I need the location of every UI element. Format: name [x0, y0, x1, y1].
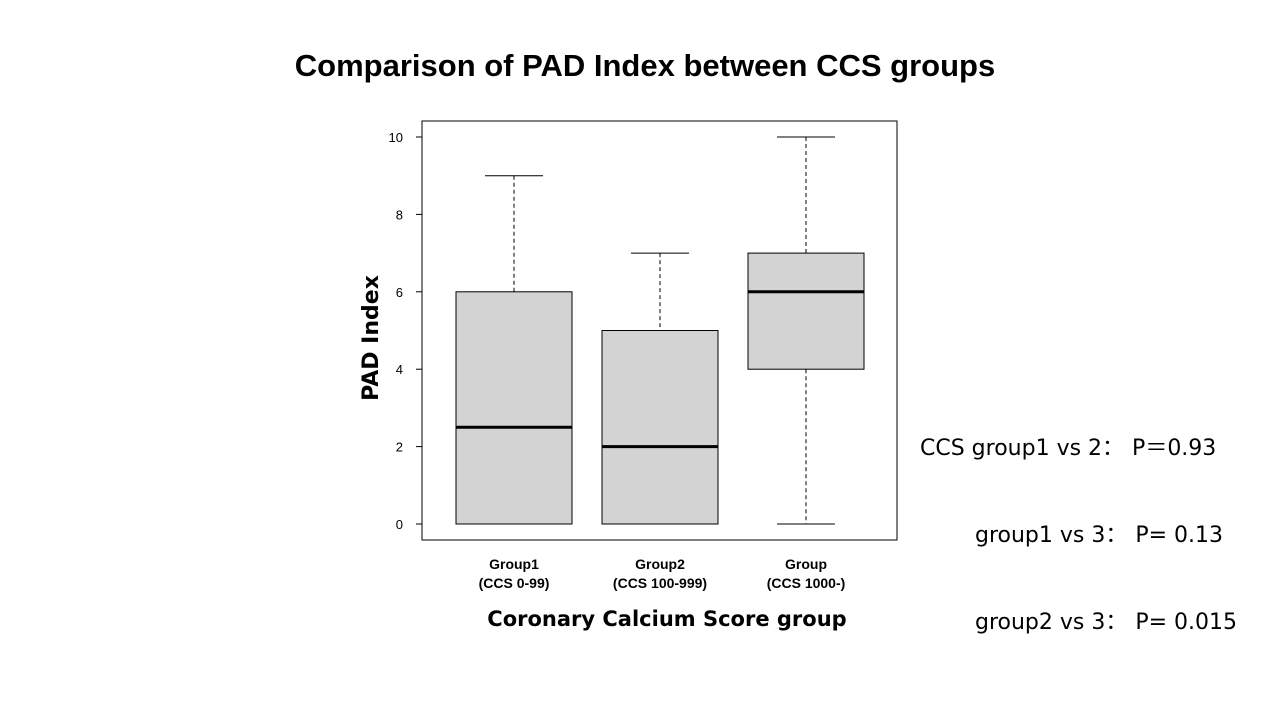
x-tick-sublabel: (CCS 1000-)	[767, 575, 846, 591]
x-tick-sublabel: (CCS 100-999)	[613, 575, 707, 591]
x-tick-label: Group1	[489, 556, 539, 572]
y-tick-label: 4	[396, 362, 403, 377]
stat-p-value: P= 0.13	[1135, 523, 1224, 548]
y-axis: 0 2 4 6 8 10	[389, 130, 422, 532]
iqr-box	[747, 252, 865, 370]
y-tick-label: 0	[396, 517, 403, 532]
x-axis: Group1 (CCS 0-99) Group2 (CCS 100-999) Group…	[479, 556, 846, 591]
x-tick-label: Group2	[635, 556, 685, 572]
box-3	[747, 136, 865, 525]
x-axis-label: Coronary Calcium Score group	[487, 607, 846, 631]
chart-title: Comparison of PAD Index between CCS grou…	[294, 48, 996, 83]
x-tick-sublabel: (CCS 0-99)	[479, 575, 550, 591]
stat-line: group2 vs 3： P= 0.015	[920, 608, 1237, 637]
stat-line: CCS group1 vs 2： P＝0.93	[920, 434, 1237, 463]
stat-line: group1 vs 3： P= 0.13	[920, 521, 1237, 550]
iqr-box	[455, 291, 573, 525]
box-2	[601, 252, 719, 525]
plot-frame	[421, 120, 898, 541]
y-tick-label: 2	[396, 440, 403, 455]
y-axis-label: PAD Index	[359, 275, 384, 401]
stat-p-value: P= 0.015	[1135, 610, 1238, 635]
boxes-layer	[455, 136, 865, 525]
y-tick-label: 8	[396, 207, 403, 222]
y-tick-label: 10	[389, 130, 403, 145]
stat-label: CCS group1 vs 2：	[920, 436, 1125, 461]
x-tick-label: Group	[785, 556, 827, 572]
p-value-annotations: CCS group1 vs 2： P＝0.93 group1 vs 3： P= 0.…	[920, 376, 1237, 666]
stat-label: group2 vs 3：	[975, 610, 1128, 635]
iqr-box	[601, 330, 719, 525]
box-1	[455, 175, 573, 525]
y-tick-label: 6	[396, 285, 403, 300]
stat-p-value: P＝0.93	[1132, 436, 1217, 461]
stat-label: group1 vs 3：	[975, 523, 1128, 548]
